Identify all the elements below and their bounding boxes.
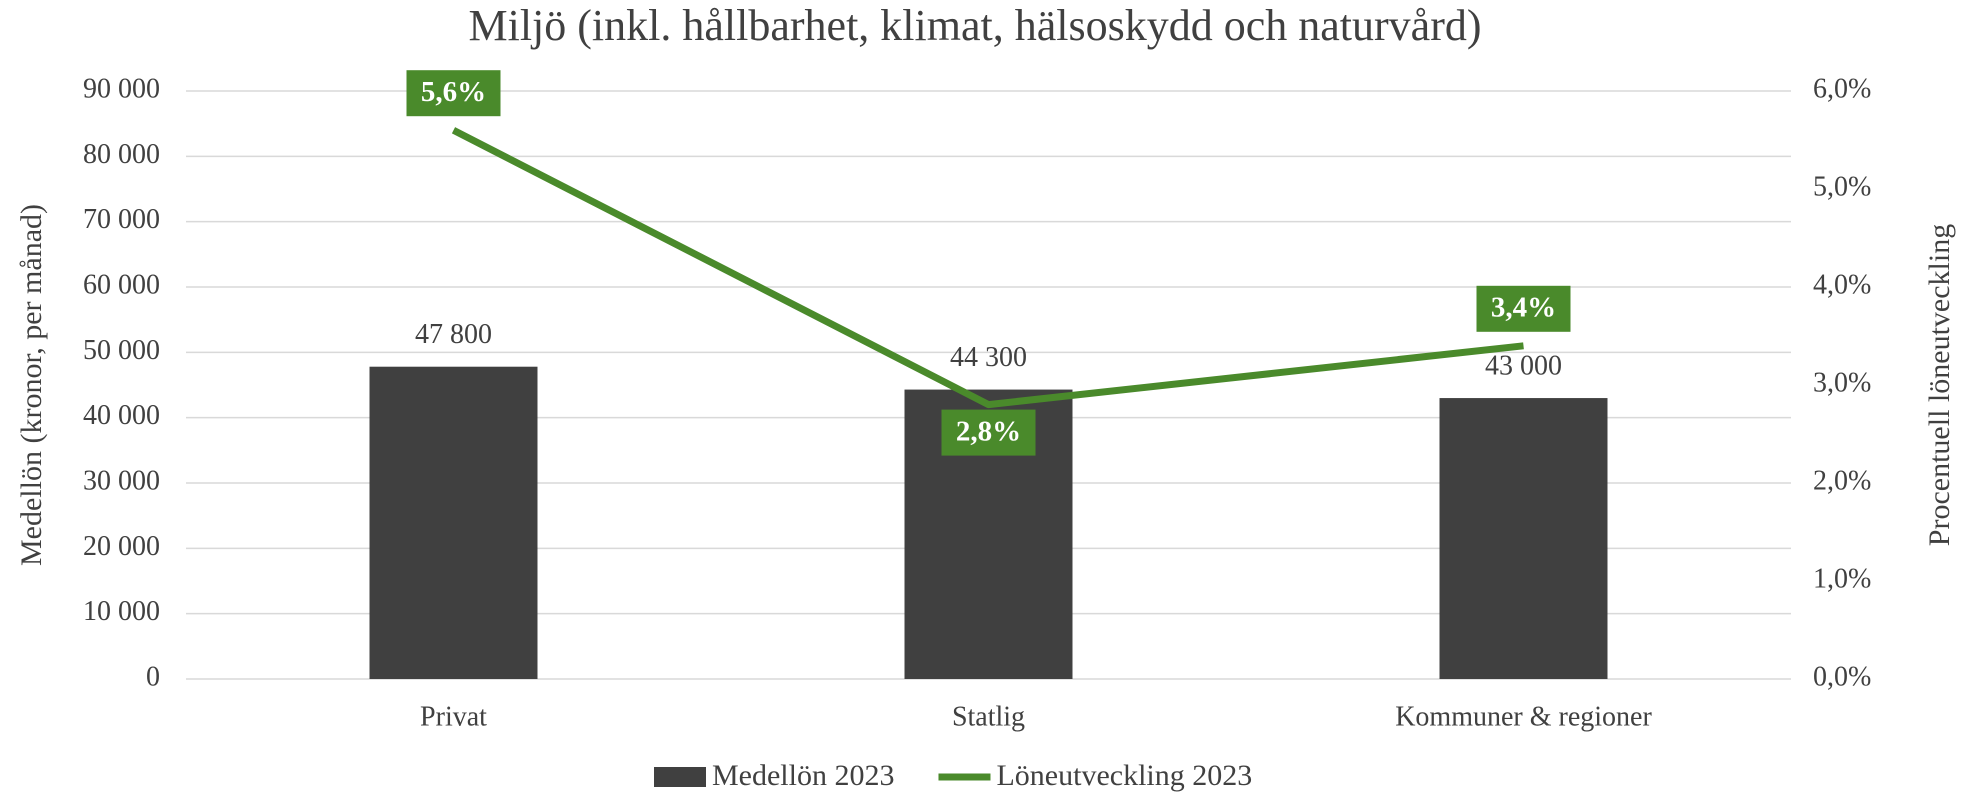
legend-label: Löneutveckling 2023: [996, 759, 1252, 792]
y-tick-label: 10 000: [83, 596, 160, 627]
y-tick-label: 20 000: [83, 531, 160, 562]
line: [451, 127, 1524, 409]
x-tick-label: Statlig: [952, 701, 1025, 732]
y2-tick-label: 4,0%: [1813, 269, 1871, 300]
bar-value-label: 47 800: [415, 319, 492, 350]
line-label-box: [406, 70, 501, 117]
y-tick-label: 30 000: [83, 465, 160, 496]
line-label-box: [1476, 285, 1571, 332]
y-tick-label: 60 000: [83, 269, 160, 300]
bar-value-label: 44 300: [950, 342, 1027, 373]
y-tick-label: 50 000: [83, 335, 160, 366]
line-label-box: [941, 409, 1036, 456]
y2-axis-title: Procentuell löneutveckling: [1923, 224, 1956, 546]
legend-label: Medellön 2023: [712, 759, 894, 792]
line-value-label: 2,8%: [956, 415, 1021, 447]
y-tick-label: 0: [146, 661, 160, 692]
y2-tick-label: 3,0%: [1813, 367, 1871, 398]
y2-tick-label: 5,0%: [1813, 171, 1871, 202]
bar-value-label: 43 000: [1485, 350, 1562, 381]
legend-swatch: [654, 767, 706, 787]
y2-tick-label: 0,0%: [1813, 661, 1871, 692]
y2-tick-label: 6,0%: [1813, 73, 1871, 104]
bar: [369, 366, 538, 679]
y-axis-title: Medellön (kronor, per månad): [15, 204, 48, 566]
y-tick-label: 90 000: [83, 73, 160, 104]
x-tick-label: Kommuner & regioner: [1395, 701, 1652, 732]
line-value-label: 3,4%: [1491, 291, 1556, 323]
y2-tick-label: 2,0%: [1813, 465, 1871, 496]
y-tick-label: 40 000: [83, 400, 160, 431]
y-tick-label: 80 000: [83, 139, 160, 170]
y-tick-label: 70 000: [83, 204, 160, 235]
y2-tick-label: 1,0%: [1813, 563, 1871, 594]
bar: [1439, 398, 1608, 679]
x-tick-label: Privat: [420, 701, 487, 732]
chart-title: Miljö (inkl. hållbarhet, klimat, hälsosk…: [468, 1, 1481, 50]
line-value-label: 5,6%: [421, 76, 486, 108]
